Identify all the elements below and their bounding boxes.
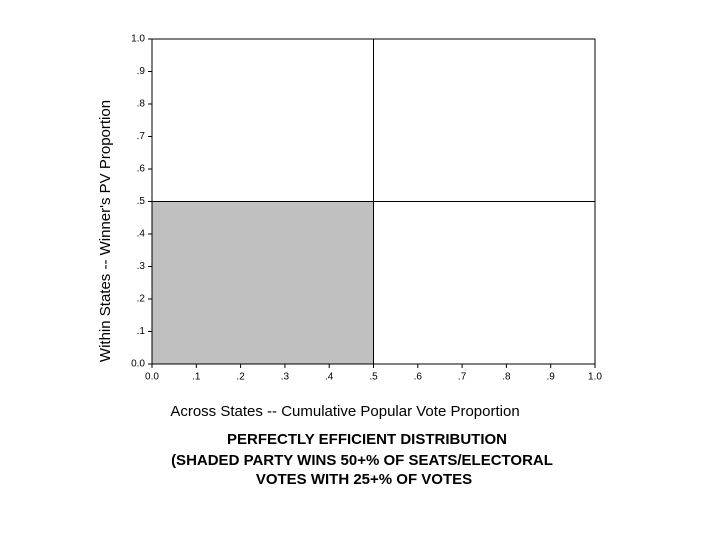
x-tick-label: .8 bbox=[502, 372, 511, 383]
x-tick-label: .5 bbox=[369, 372, 378, 383]
x-tick-label: .6 bbox=[414, 372, 423, 383]
y-tick-label: .7 bbox=[137, 131, 146, 142]
chart-title: PERFECTLY EFFICIENT DISTRIBUTION bbox=[227, 431, 507, 448]
y-axis-title: Within States -- Winner's PV Proportion bbox=[97, 100, 114, 362]
x-axis-title: Across States -- Cumulative Popular Vote… bbox=[170, 403, 519, 420]
x-tick-label: .2 bbox=[236, 372, 245, 383]
chart-title: (SHADED PARTY WINS 50+% OF SEATS/ELECTOR… bbox=[171, 452, 553, 469]
x-tick-label: .7 bbox=[458, 372, 467, 383]
y-tick-label: 1.0 bbox=[131, 34, 145, 45]
x-tick-label: 0.0 bbox=[145, 372, 159, 383]
y-tick-label: .9 bbox=[137, 66, 146, 77]
x-tick-label: .9 bbox=[547, 372, 556, 383]
y-tick-label: .2 bbox=[137, 294, 146, 305]
y-tick-label: .6 bbox=[137, 164, 146, 175]
x-tick-label: .4 bbox=[325, 372, 334, 383]
x-tick-label: .3 bbox=[281, 372, 290, 383]
y-tick-label: .5 bbox=[137, 196, 146, 207]
y-tick-label: .1 bbox=[137, 326, 146, 337]
x-tick-label: 1.0 bbox=[588, 372, 602, 383]
x-tick-label: .1 bbox=[192, 372, 201, 383]
y-tick-label: .3 bbox=[137, 261, 146, 272]
y-tick-label: .4 bbox=[137, 229, 146, 240]
area bbox=[152, 201, 374, 364]
y-tick-label: 0.0 bbox=[131, 359, 145, 370]
chart-title: VOTES WITH 25+% OF VOTES bbox=[256, 471, 472, 488]
y-tick-label: .8 bbox=[137, 99, 146, 110]
